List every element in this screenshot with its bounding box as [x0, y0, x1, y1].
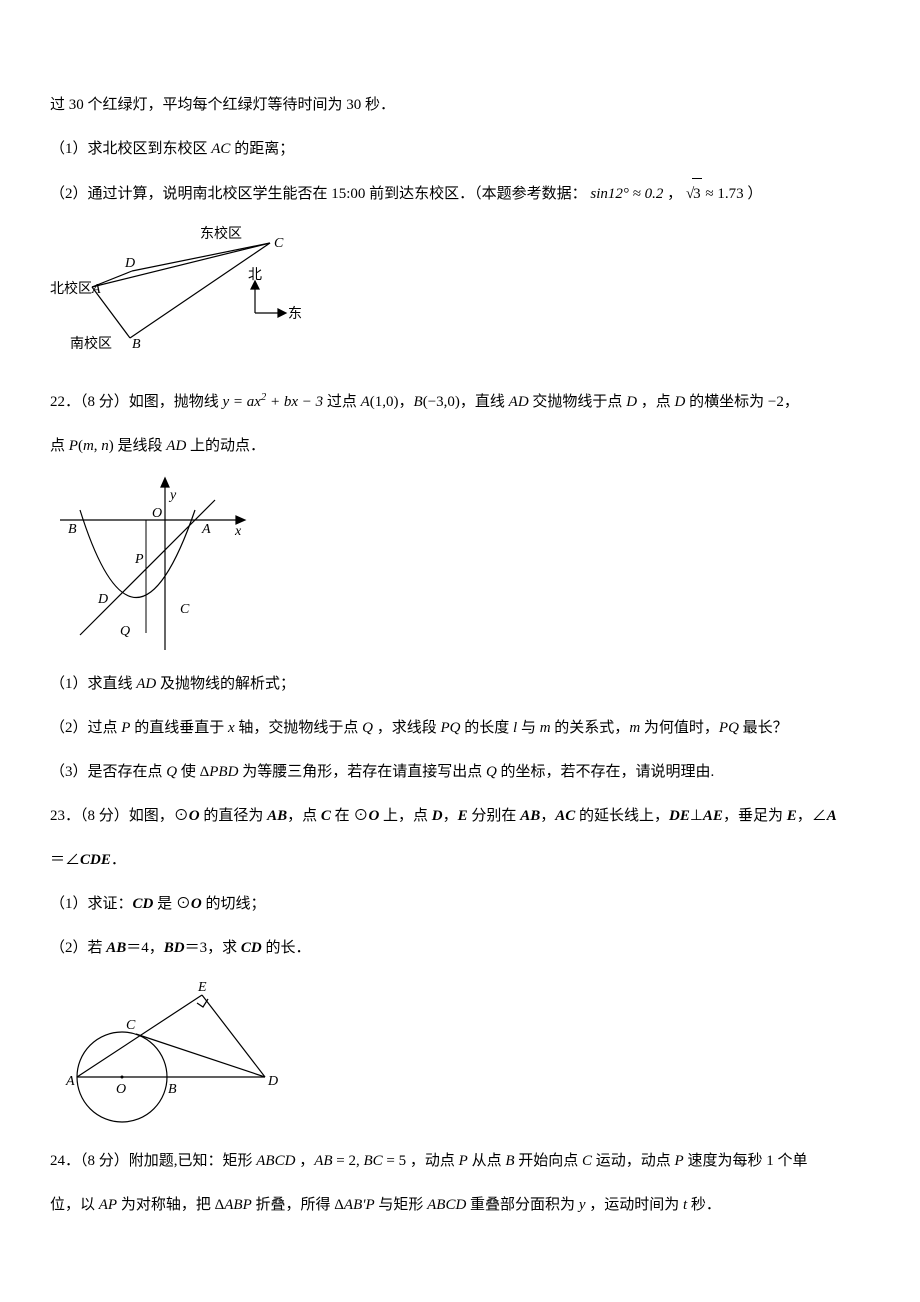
q24-line2: 位，以 AP 为对称轴，把 ΔABP 折叠，所得 ΔAB'P 与矩形 ABCD … [50, 1190, 870, 1220]
d3-E: E [197, 980, 207, 995]
d2-Q: Q [120, 624, 130, 639]
d1-north-campus: 北校区 [50, 280, 92, 297]
d1-compass-n: 北 [248, 267, 262, 283]
d2-A: A [201, 522, 211, 537]
q23-line1: 23．（8 分）如图，⊙O 的直径为 AB，点 C 在 ⊙O 上，点 D，E 分… [50, 801, 870, 831]
d2-D: D [97, 592, 108, 607]
q23-sub1: （1）求证：CD 是 ⊙O 的切线； [50, 889, 870, 919]
diagram-campus: 东校区 C D 北校区 A 南校区 B 北 东 [50, 223, 870, 373]
sqrt-expr: 3 ≈ 1.73 [686, 186, 744, 202]
q24-line1: 24．（8 分）附加题,已知：矩形 ABCD ，AB = 2, BC = 5 ，… [50, 1146, 870, 1176]
d3-D: D [267, 1074, 278, 1089]
intro-q2-text: （2）通过计算，说明南北校区学生能否在 15:00 前到达东校区．（本题参考数据… [50, 186, 587, 202]
d3-O: O [116, 1082, 126, 1097]
d1-D: D [124, 256, 135, 271]
diagram-parabola: y x O A B P D Q C [50, 475, 870, 655]
sin-expr: sin12° ≈ 0.2 [590, 186, 663, 202]
d2-x: x [234, 524, 242, 539]
q22-sub1: （1）求直线 AD 及抛物线的解析式； [50, 669, 870, 699]
d1-compass-e: 东 [288, 306, 302, 322]
q22-sub2: （2）过点 P 的直线垂直于 x 轴，交抛物线于点 Q ，求线段 PQ 的长度 … [50, 713, 870, 743]
sep: ， [667, 186, 686, 202]
d1-east-label: 东校区 [200, 225, 242, 242]
d1-B: B [132, 337, 141, 352]
intro-line: 过 30 个红绿灯，平均每个红绿灯等待时间为 30 秒． [50, 90, 870, 120]
close-paren: ） [747, 186, 762, 202]
d2-y: y [168, 488, 177, 503]
q22-sub3: （3）是否存在点 Q 使 ΔPBD 为等腰三角形，若存在请直接写出点 Q 的坐标… [50, 757, 870, 787]
d1-C: C [274, 236, 284, 251]
q22-line1: 22．（8 分）如图，抛物线 y = ax2 + bx − 3 过点 A(1,0… [50, 387, 870, 417]
q23-sub2: （2）若 AB＝4，BD＝3，求 CD 的长． [50, 933, 870, 963]
d3-A: A [65, 1074, 75, 1089]
d1-A: A [91, 282, 101, 297]
d2-P: P [134, 552, 144, 567]
intro-q1: （1）求北校区到东校区 AC 的距离； [50, 134, 870, 164]
q23-line1b: ＝∠CDE． [50, 845, 870, 875]
intro-q2: （2）通过计算，说明南北校区学生能否在 15:00 前到达东校区．（本题参考数据… [50, 178, 870, 209]
d2-B: B [68, 522, 77, 537]
q22-line2: 点 P(m, n) 是线段 AD 上的动点． [50, 431, 870, 461]
d2-O: O [152, 506, 162, 521]
d3-B: B [168, 1082, 177, 1097]
d2-C: C [180, 602, 190, 617]
d3-C: C [126, 1018, 136, 1033]
d1-south-campus: 南校区 [70, 335, 112, 352]
diagram-circle: E C A O B D [50, 977, 870, 1132]
